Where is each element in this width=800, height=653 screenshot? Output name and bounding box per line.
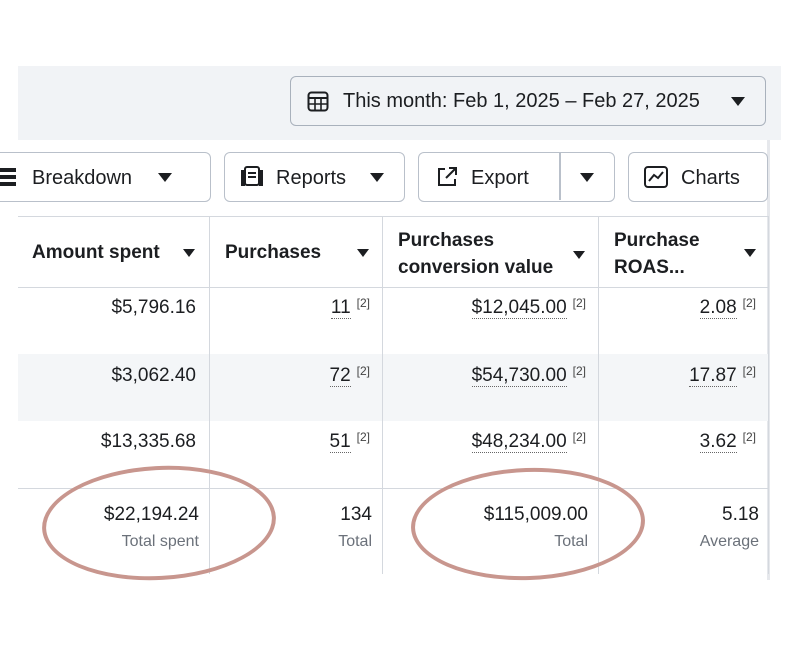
chevron-down-icon	[731, 97, 745, 106]
average-roas-label: Average	[699, 533, 759, 550]
date-range-label: This month: Feb 1, 2025 – Feb 27, 2025	[343, 90, 700, 112]
date-range-picker[interactable]: This month: Feb 1, 2025 – Feb 27, 2025	[290, 76, 766, 126]
export-divider	[559, 153, 561, 200]
conversion-value[interactable]: $54,730.00	[471, 365, 567, 387]
column-divider	[598, 216, 599, 574]
note-marker: [2]	[742, 430, 756, 444]
total-conversion-value: $115,009.00	[483, 504, 588, 525]
total-purchases-label: Total	[338, 533, 372, 550]
note-marker: [2]	[742, 296, 756, 310]
totals-top-border	[18, 488, 769, 489]
purchases-value[interactable]: 72	[329, 365, 351, 387]
export-label: Export	[471, 167, 529, 189]
export-button[interactable]: Export	[418, 152, 615, 202]
column-divider	[209, 216, 210, 574]
table-top-border	[18, 216, 769, 217]
chevron-down-icon	[158, 173, 172, 182]
sort-chevron-icon[interactable]	[357, 249, 369, 257]
breakdown-label: Breakdown	[32, 167, 133, 189]
roas-cell[interactable]: 3.62 [2]	[699, 430, 756, 453]
conversion-value[interactable]: $48,234.00	[471, 431, 567, 453]
roas-value[interactable]: 2.08	[699, 297, 737, 319]
charts-button[interactable]: Charts	[628, 152, 768, 202]
column-divider	[382, 216, 383, 574]
breakdown-icon	[0, 168, 16, 186]
note-marker: [2]	[356, 364, 370, 378]
chart-icon	[644, 166, 668, 188]
sort-chevron-icon[interactable]	[183, 249, 195, 257]
export-dropdown-chevron-icon[interactable]	[580, 173, 594, 182]
column-header-label: Purchases	[225, 242, 322, 263]
note-marker: [2]	[572, 364, 586, 378]
charts-label: Charts	[681, 167, 740, 189]
note-marker: [2]	[572, 430, 586, 444]
table-row-band	[18, 354, 769, 421]
column-header-label: Amount spent	[32, 242, 160, 263]
amount-spent-cell: $13,335.68	[100, 431, 196, 452]
total-spent-value: $22,194.24	[103, 504, 199, 525]
reports-icon	[241, 166, 263, 186]
external-link-icon	[438, 167, 457, 186]
column-header-label-line2: conversion value	[398, 257, 554, 278]
purchases-value[interactable]: 11	[330, 297, 351, 319]
roas-value[interactable]: 17.87	[689, 365, 737, 387]
purchases-cell[interactable]: 11 [2]	[330, 296, 370, 319]
purchases-cell[interactable]: 72 [2]	[329, 364, 370, 387]
conversion-value-cell[interactable]: $48,234.00 [2]	[471, 430, 586, 453]
purchases-value[interactable]: 51	[329, 431, 351, 453]
sort-chevron-icon[interactable]	[744, 249, 756, 257]
column-header-label-line2: ROAS...	[614, 257, 685, 278]
total-purchases-value: 134	[340, 504, 372, 525]
roas-cell[interactable]: 2.08 [2]	[699, 296, 756, 319]
average-roas-value: 5.18	[722, 504, 759, 525]
note-marker: [2]	[742, 364, 756, 378]
amount-spent-cell: $3,062.40	[111, 365, 196, 386]
note-marker: [2]	[572, 296, 586, 310]
total-conversion-label: Total	[554, 533, 588, 550]
note-marker: [2]	[356, 296, 370, 310]
breakdown-button[interactable]: Breakdown	[0, 152, 211, 202]
conversion-value[interactable]: $12,045.00	[471, 297, 567, 319]
column-header-label: Purchases	[398, 230, 495, 251]
reports-label: Reports	[276, 167, 347, 189]
roas-cell[interactable]: 17.87 [2]	[689, 364, 756, 387]
conversion-value-cell[interactable]: $12,045.00 [2]	[471, 296, 586, 319]
column-header-label: Purchase	[614, 230, 700, 251]
header-bottom-border	[18, 287, 769, 288]
roas-value[interactable]: 3.62	[699, 431, 737, 453]
sort-chevron-icon[interactable]	[573, 251, 585, 259]
purchases-cell[interactable]: 51 [2]	[329, 430, 370, 453]
total-spent-label: Total spent	[121, 533, 199, 550]
chevron-down-icon	[370, 173, 384, 182]
conversion-value-cell[interactable]: $54,730.00 [2]	[471, 364, 586, 387]
amount-spent-cell: $5,796.16	[111, 297, 196, 318]
column-divider	[768, 216, 769, 574]
calendar-icon	[307, 91, 329, 112]
reports-button[interactable]: Reports	[224, 152, 405, 202]
note-marker: [2]	[356, 430, 370, 444]
